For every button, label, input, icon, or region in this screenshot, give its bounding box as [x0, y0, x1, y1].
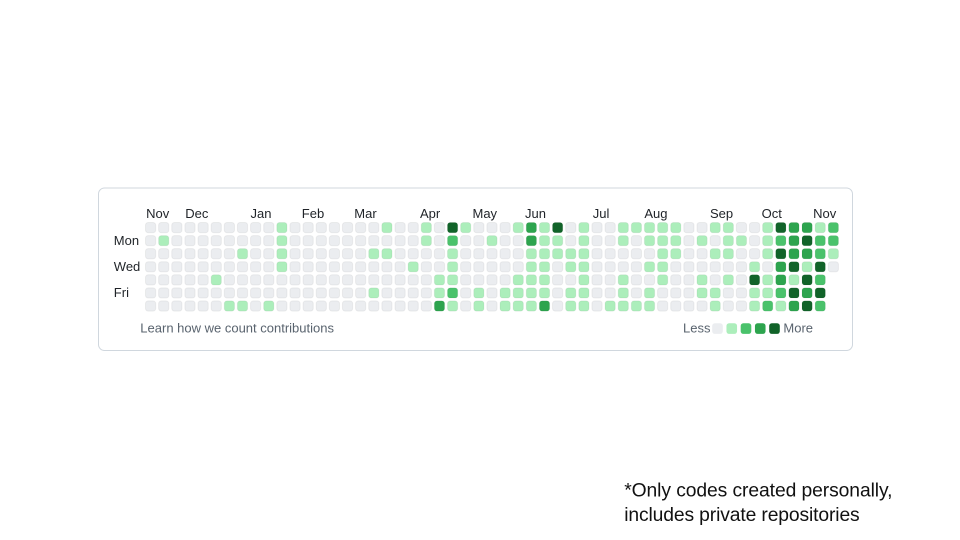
svg-text:Mon: Mon	[114, 233, 139, 248]
svg-text:Learn how we count contributio: Learn how we count contributions	[140, 321, 334, 336]
svg-text:Jul: Jul	[593, 206, 610, 221]
svg-text:Jun: Jun	[525, 206, 546, 221]
svg-text:Sep: Sep	[710, 206, 733, 221]
svg-text:includes private repositories: includes private repositories	[624, 505, 860, 526]
svg-text:Apr: Apr	[420, 206, 441, 221]
svg-text:Less: Less	[683, 321, 711, 336]
svg-text:May: May	[473, 206, 498, 221]
svg-text:Aug: Aug	[644, 206, 667, 221]
svg-text:Dec: Dec	[185, 206, 209, 221]
svg-text:*Only codes created personally: *Only codes created personally,	[624, 481, 892, 502]
svg-text:More: More	[783, 321, 813, 336]
svg-text:Wed: Wed	[114, 259, 141, 274]
svg-text:Jan: Jan	[251, 206, 272, 221]
svg-text:Feb: Feb	[302, 206, 324, 221]
svg-text:Nov: Nov	[813, 206, 837, 221]
svg-text:Fri: Fri	[114, 285, 129, 300]
svg-text:Oct: Oct	[762, 206, 783, 221]
svg-text:Nov: Nov	[146, 206, 170, 221]
svg-text:Mar: Mar	[354, 206, 377, 221]
